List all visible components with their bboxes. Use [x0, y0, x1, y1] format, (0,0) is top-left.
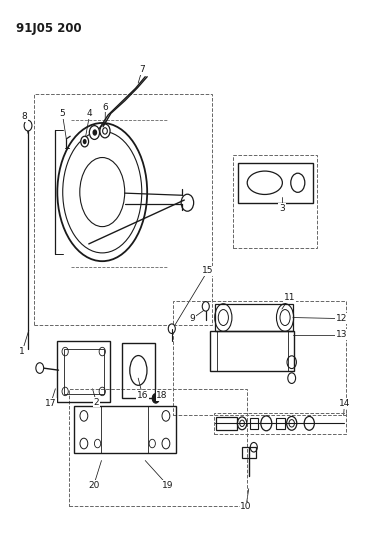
Circle shape: [93, 130, 97, 136]
Text: 12: 12: [336, 314, 347, 323]
Text: 11: 11: [284, 293, 296, 302]
Circle shape: [152, 393, 159, 403]
Text: 5: 5: [60, 109, 65, 118]
Bar: [172, 301, 347, 415]
Circle shape: [81, 136, 89, 147]
Bar: [215, 304, 293, 332]
Text: 10: 10: [240, 502, 252, 511]
Text: 8: 8: [21, 112, 27, 121]
Circle shape: [100, 124, 110, 138]
Bar: [64, 350, 104, 393]
Bar: [242, 447, 256, 458]
Circle shape: [83, 139, 87, 144]
Text: 7: 7: [139, 66, 145, 74]
Text: 91J05 200: 91J05 200: [16, 22, 82, 35]
Text: 14: 14: [339, 399, 350, 408]
Circle shape: [89, 126, 100, 140]
Text: 1: 1: [19, 347, 25, 356]
Bar: [214, 413, 347, 434]
Text: 2: 2: [94, 398, 99, 407]
Bar: [74, 406, 176, 453]
Circle shape: [168, 324, 175, 334]
Text: 4: 4: [87, 109, 93, 118]
Bar: [216, 417, 237, 430]
Bar: [250, 418, 258, 429]
Bar: [57, 341, 110, 402]
Text: 13: 13: [336, 330, 347, 339]
Bar: [210, 332, 294, 371]
Text: 3: 3: [279, 204, 285, 213]
Text: 19: 19: [162, 481, 174, 490]
Text: 18: 18: [156, 391, 168, 400]
Bar: [276, 418, 285, 429]
Bar: [34, 94, 212, 325]
Bar: [233, 155, 317, 248]
Circle shape: [36, 363, 44, 373]
Circle shape: [24, 120, 32, 131]
Text: 20: 20: [88, 481, 99, 490]
Text: 16: 16: [137, 391, 148, 400]
Bar: [122, 343, 155, 398]
Circle shape: [202, 302, 209, 311]
Bar: [238, 163, 313, 203]
Text: 17: 17: [45, 399, 56, 408]
Text: 6: 6: [102, 102, 108, 111]
Bar: [69, 389, 247, 506]
Text: 9: 9: [189, 314, 195, 323]
Circle shape: [103, 128, 107, 134]
Text: 15: 15: [202, 266, 214, 275]
